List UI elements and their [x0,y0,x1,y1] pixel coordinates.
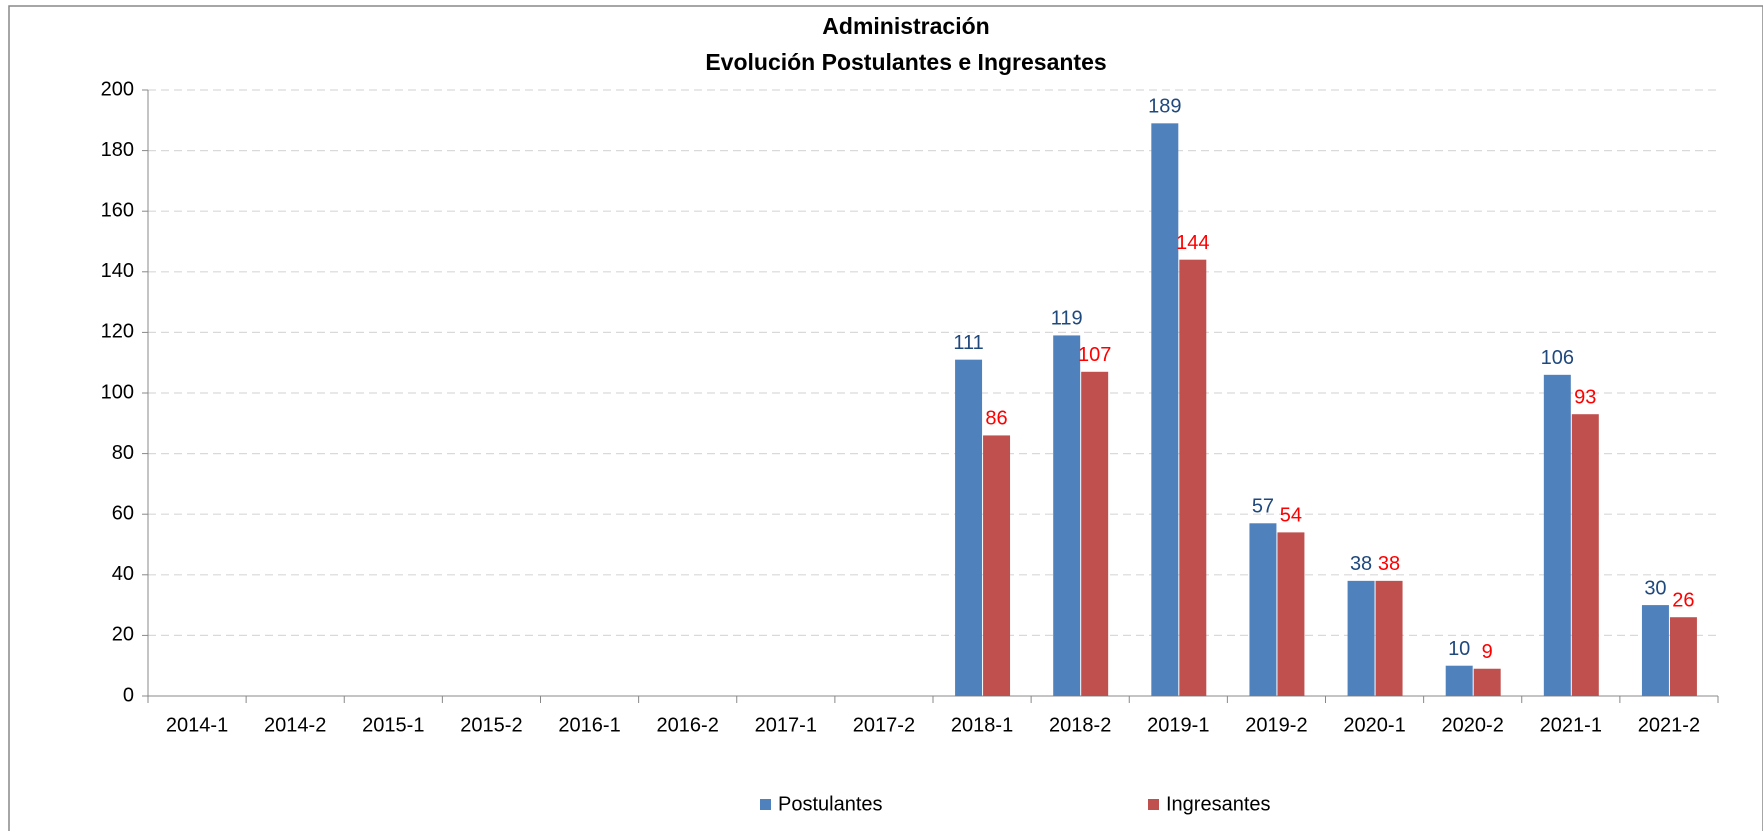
bar [1571,414,1599,696]
data-label: 38 [1378,553,1400,575]
bar [1179,259,1207,696]
bar [983,435,1011,696]
data-label: 107 [1078,344,1111,366]
data-label: 119 [1051,308,1083,330]
y-tick-label: 40 [112,563,134,585]
legend-label: Postulantes [778,793,883,815]
x-tick-label: 2017-1 [755,714,817,736]
x-tick-label: 2018-1 [951,714,1013,736]
x-tick-label: 2015-2 [460,714,522,736]
x-tick-label: 2019-1 [1147,714,1209,736]
legend-swatch [1148,799,1159,810]
x-tick-label: 2017-2 [853,714,915,736]
data-label: 9 [1482,641,1493,663]
x-tick-label: 2015-1 [362,714,424,736]
y-tick-label: 20 [112,624,134,646]
bar [1151,123,1179,696]
bar [1249,523,1277,696]
legend-label: Ingresantes [1166,793,1271,815]
chart-border [8,5,1763,831]
bar [1277,532,1305,696]
x-tick-label: 2016-2 [657,714,719,736]
y-tick-label: 120 [101,321,134,343]
data-label: 106 [1541,347,1574,369]
bar [1375,580,1403,696]
data-label: 54 [1280,505,1302,527]
x-tick-label: 2021-2 [1638,714,1700,736]
data-label: 93 [1574,386,1596,408]
y-tick-label: 80 [112,442,134,464]
data-label: 86 [985,408,1007,430]
bar [1669,617,1697,696]
data-label: 57 [1252,496,1274,518]
data-label: 30 [1644,577,1666,599]
data-label: 10 [1448,638,1470,660]
bar [1473,668,1501,696]
bar [1053,335,1081,696]
x-tick-label: 2016-1 [558,714,620,736]
data-label: 26 [1672,590,1694,612]
data-label: 38 [1350,553,1372,575]
y-tick-label: 180 [101,139,134,161]
data-label: 189 [1148,96,1181,118]
bar [1347,580,1375,696]
data-label: 111 [953,332,983,354]
x-tick-label: 2020-1 [1343,714,1405,736]
bar [1641,605,1669,696]
x-tick-label: 2014-1 [166,714,228,736]
chart-subtitle: Evolución Postulantes e Ingresantes [705,49,1106,75]
y-tick-label: 200 [101,78,134,100]
chart-title: Administración [822,13,989,39]
legend-swatch [760,799,771,810]
bar [1543,374,1571,696]
y-tick-label: 60 [112,502,134,524]
x-tick-label: 2019-2 [1245,714,1307,736]
x-tick-label: 2020-2 [1442,714,1504,736]
y-tick-label: 160 [101,199,134,221]
data-label: 144 [1176,232,1209,254]
bar [955,359,983,696]
y-tick-label: 0 [123,684,134,706]
x-tick-label: 2018-2 [1049,714,1111,736]
bar [1081,371,1109,696]
y-tick-label: 100 [101,381,134,403]
bar [1445,665,1473,696]
y-tick-label: 140 [101,260,134,282]
x-tick-label: 2021-1 [1540,714,1602,736]
x-tick-label: 2014-2 [264,714,326,736]
